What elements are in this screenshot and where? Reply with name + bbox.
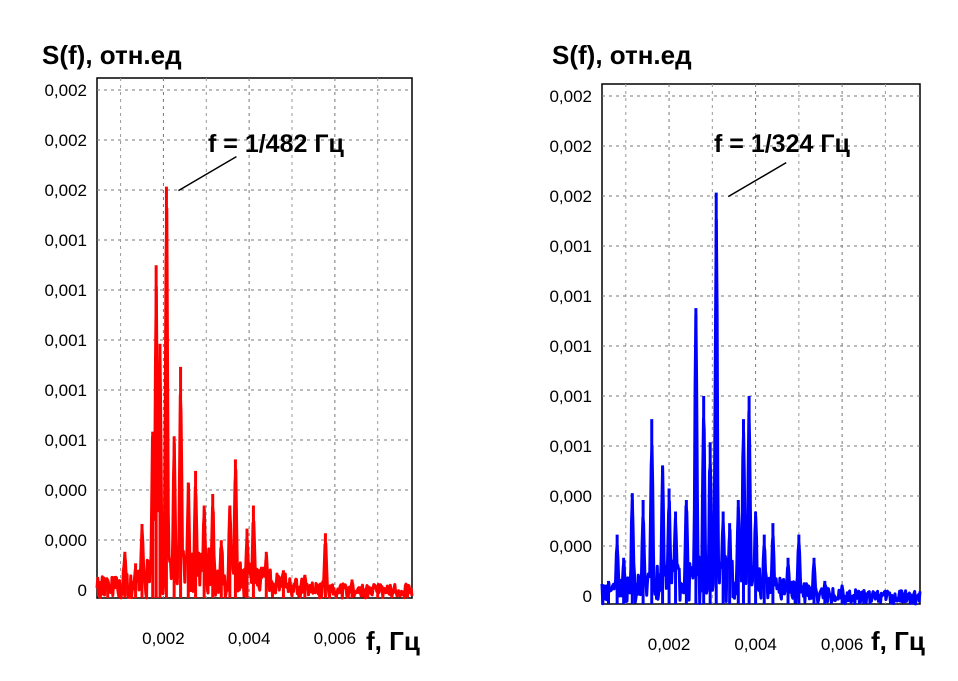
x-axis-label: f, Гц (871, 626, 925, 656)
x-tick-label: 0,006 (314, 629, 357, 648)
spectrum-line (600, 218, 922, 606)
x-tick-label: 0,004 (228, 629, 271, 648)
y-tick-label: 0,000 (44, 481, 87, 500)
y-tick-label: 0,002 (549, 187, 592, 206)
y-tick-label: 0,000 (44, 531, 87, 550)
y-tick-label: 0,001 (549, 287, 592, 306)
y-tick-label: 0,002 (44, 181, 87, 200)
y-tick-label: 0 (583, 587, 592, 606)
x-tick-label: 0,006 (821, 635, 864, 654)
y-tick-label: 0,001 (549, 387, 592, 406)
annotation-label: f = 1/324 Гц (714, 130, 850, 158)
y-axis-label: S(f), отн.ед (552, 40, 692, 70)
y-tick-label: 0,002 (44, 81, 87, 100)
x-axis-label: f, Гц (366, 626, 420, 656)
y-tick-label: 0,001 (44, 331, 87, 350)
y-tick-label: 0,002 (44, 131, 87, 150)
x-tick-label: 0,002 (648, 635, 691, 654)
x-tick-label: 0,004 (734, 635, 777, 654)
y-tick-label: 0 (78, 581, 87, 600)
annotation-label: f = 1/482 Гц (208, 130, 344, 158)
x-tick-label: 0,002 (142, 629, 185, 648)
plot-frame (601, 83, 921, 605)
y-tick-label: 0,001 (44, 231, 87, 250)
y-tick-label: 0,001 (549, 237, 592, 256)
y-tick-label: 0,002 (549, 137, 592, 156)
y-tick-label: 0,002 (549, 87, 592, 106)
y-tick-label: 0,000 (549, 537, 592, 556)
annotation-leader (727, 161, 787, 198)
y-tick-label: 0,001 (44, 431, 87, 450)
y-tick-label: 0,001 (549, 337, 592, 356)
annotation-leader (178, 155, 237, 192)
y-tick-label: 0,001 (44, 281, 87, 300)
y-tick-label: 0,001 (549, 437, 592, 456)
y-tick-label: 0,000 (549, 487, 592, 506)
y-tick-label: 0,001 (44, 381, 87, 400)
y-axis-label: S(f), отн.ед (42, 40, 182, 70)
